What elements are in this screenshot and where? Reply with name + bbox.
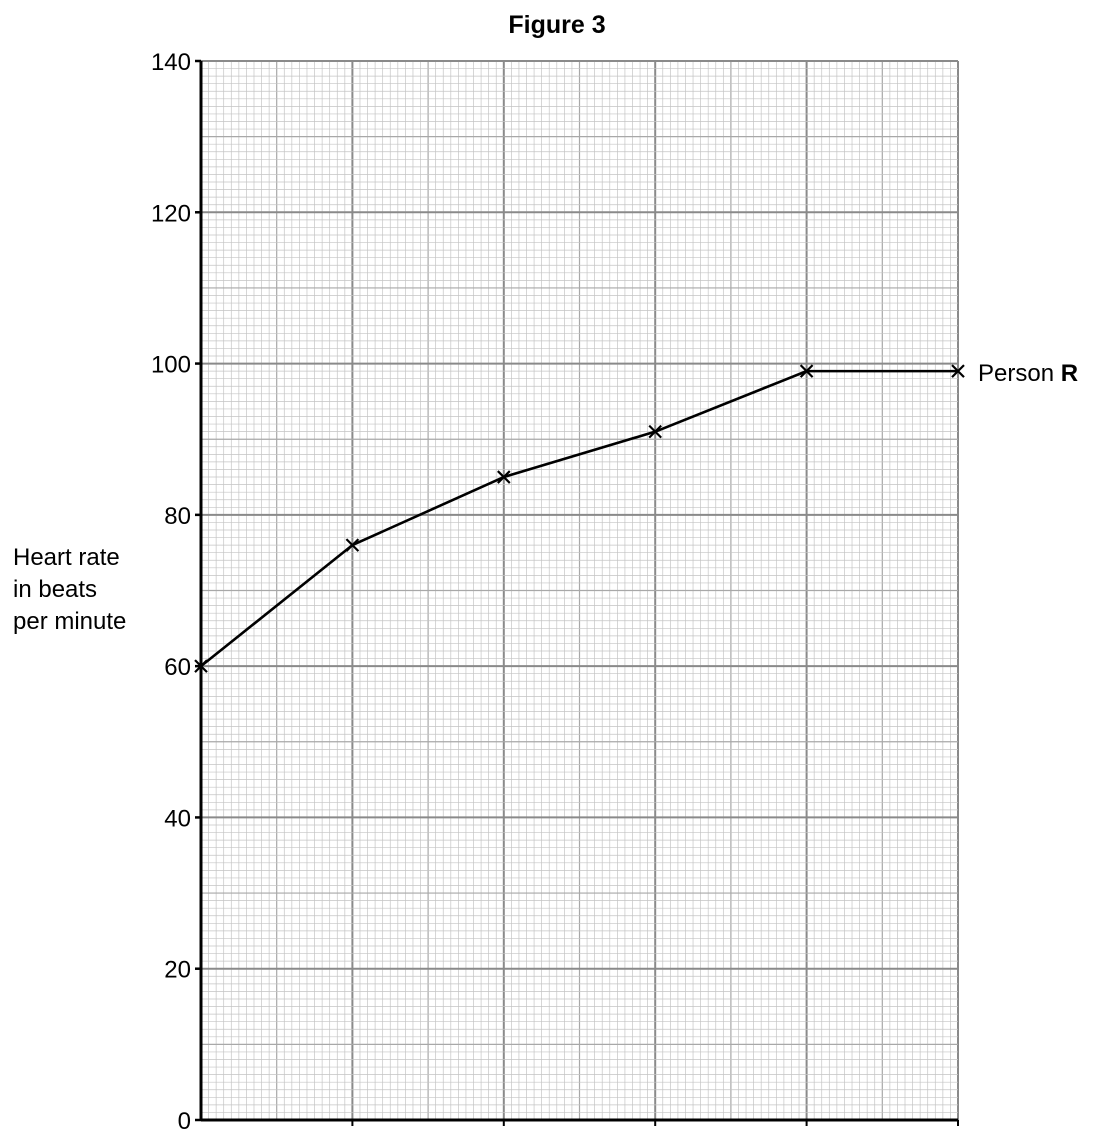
y-tick-labels: 0 20 40 60 80 100 120 140 xyxy=(151,49,191,1131)
y-tick-label: 20 xyxy=(164,957,191,984)
marker-stroke xyxy=(799,364,814,378)
marker-stroke xyxy=(194,659,208,673)
y-tick-label: 80 xyxy=(164,503,191,530)
y-tick-label: 140 xyxy=(151,49,191,76)
y-tick-label: 100 xyxy=(151,352,191,379)
data-point-marker xyxy=(497,470,511,484)
data-point-marker xyxy=(194,659,208,673)
y-tick-label: 40 xyxy=(164,805,191,832)
series-line-group xyxy=(194,364,965,673)
y-tick-label: 0 xyxy=(178,1108,191,1131)
marker-stroke xyxy=(648,424,662,439)
y-tick-label: 60 xyxy=(164,654,191,681)
marker-stroke xyxy=(345,538,360,552)
series-label-person-r: Person R xyxy=(978,360,1078,387)
y-axis-label-line-3: per minute xyxy=(13,608,126,635)
chart-title: Figure 3 xyxy=(508,11,605,39)
grid xyxy=(200,60,959,1121)
marker-stroke xyxy=(951,364,965,378)
data-point-marker xyxy=(648,424,662,439)
data-point-marker xyxy=(345,538,360,552)
axes xyxy=(195,59,959,1126)
y-axis-label-line-2: in beats xyxy=(13,576,97,603)
y-tick-label: 120 xyxy=(151,200,191,227)
y-axis-label: Heart rate in beats per minute xyxy=(13,544,126,635)
series-label-prefix: Person xyxy=(978,360,1061,387)
series-label-letter: R xyxy=(1061,360,1078,387)
marker-stroke xyxy=(497,470,511,484)
series-line xyxy=(200,369,958,668)
data-point-marker xyxy=(799,364,814,378)
y-axis-label-line-1: Heart rate xyxy=(13,544,120,571)
data-point-marker xyxy=(951,364,965,378)
